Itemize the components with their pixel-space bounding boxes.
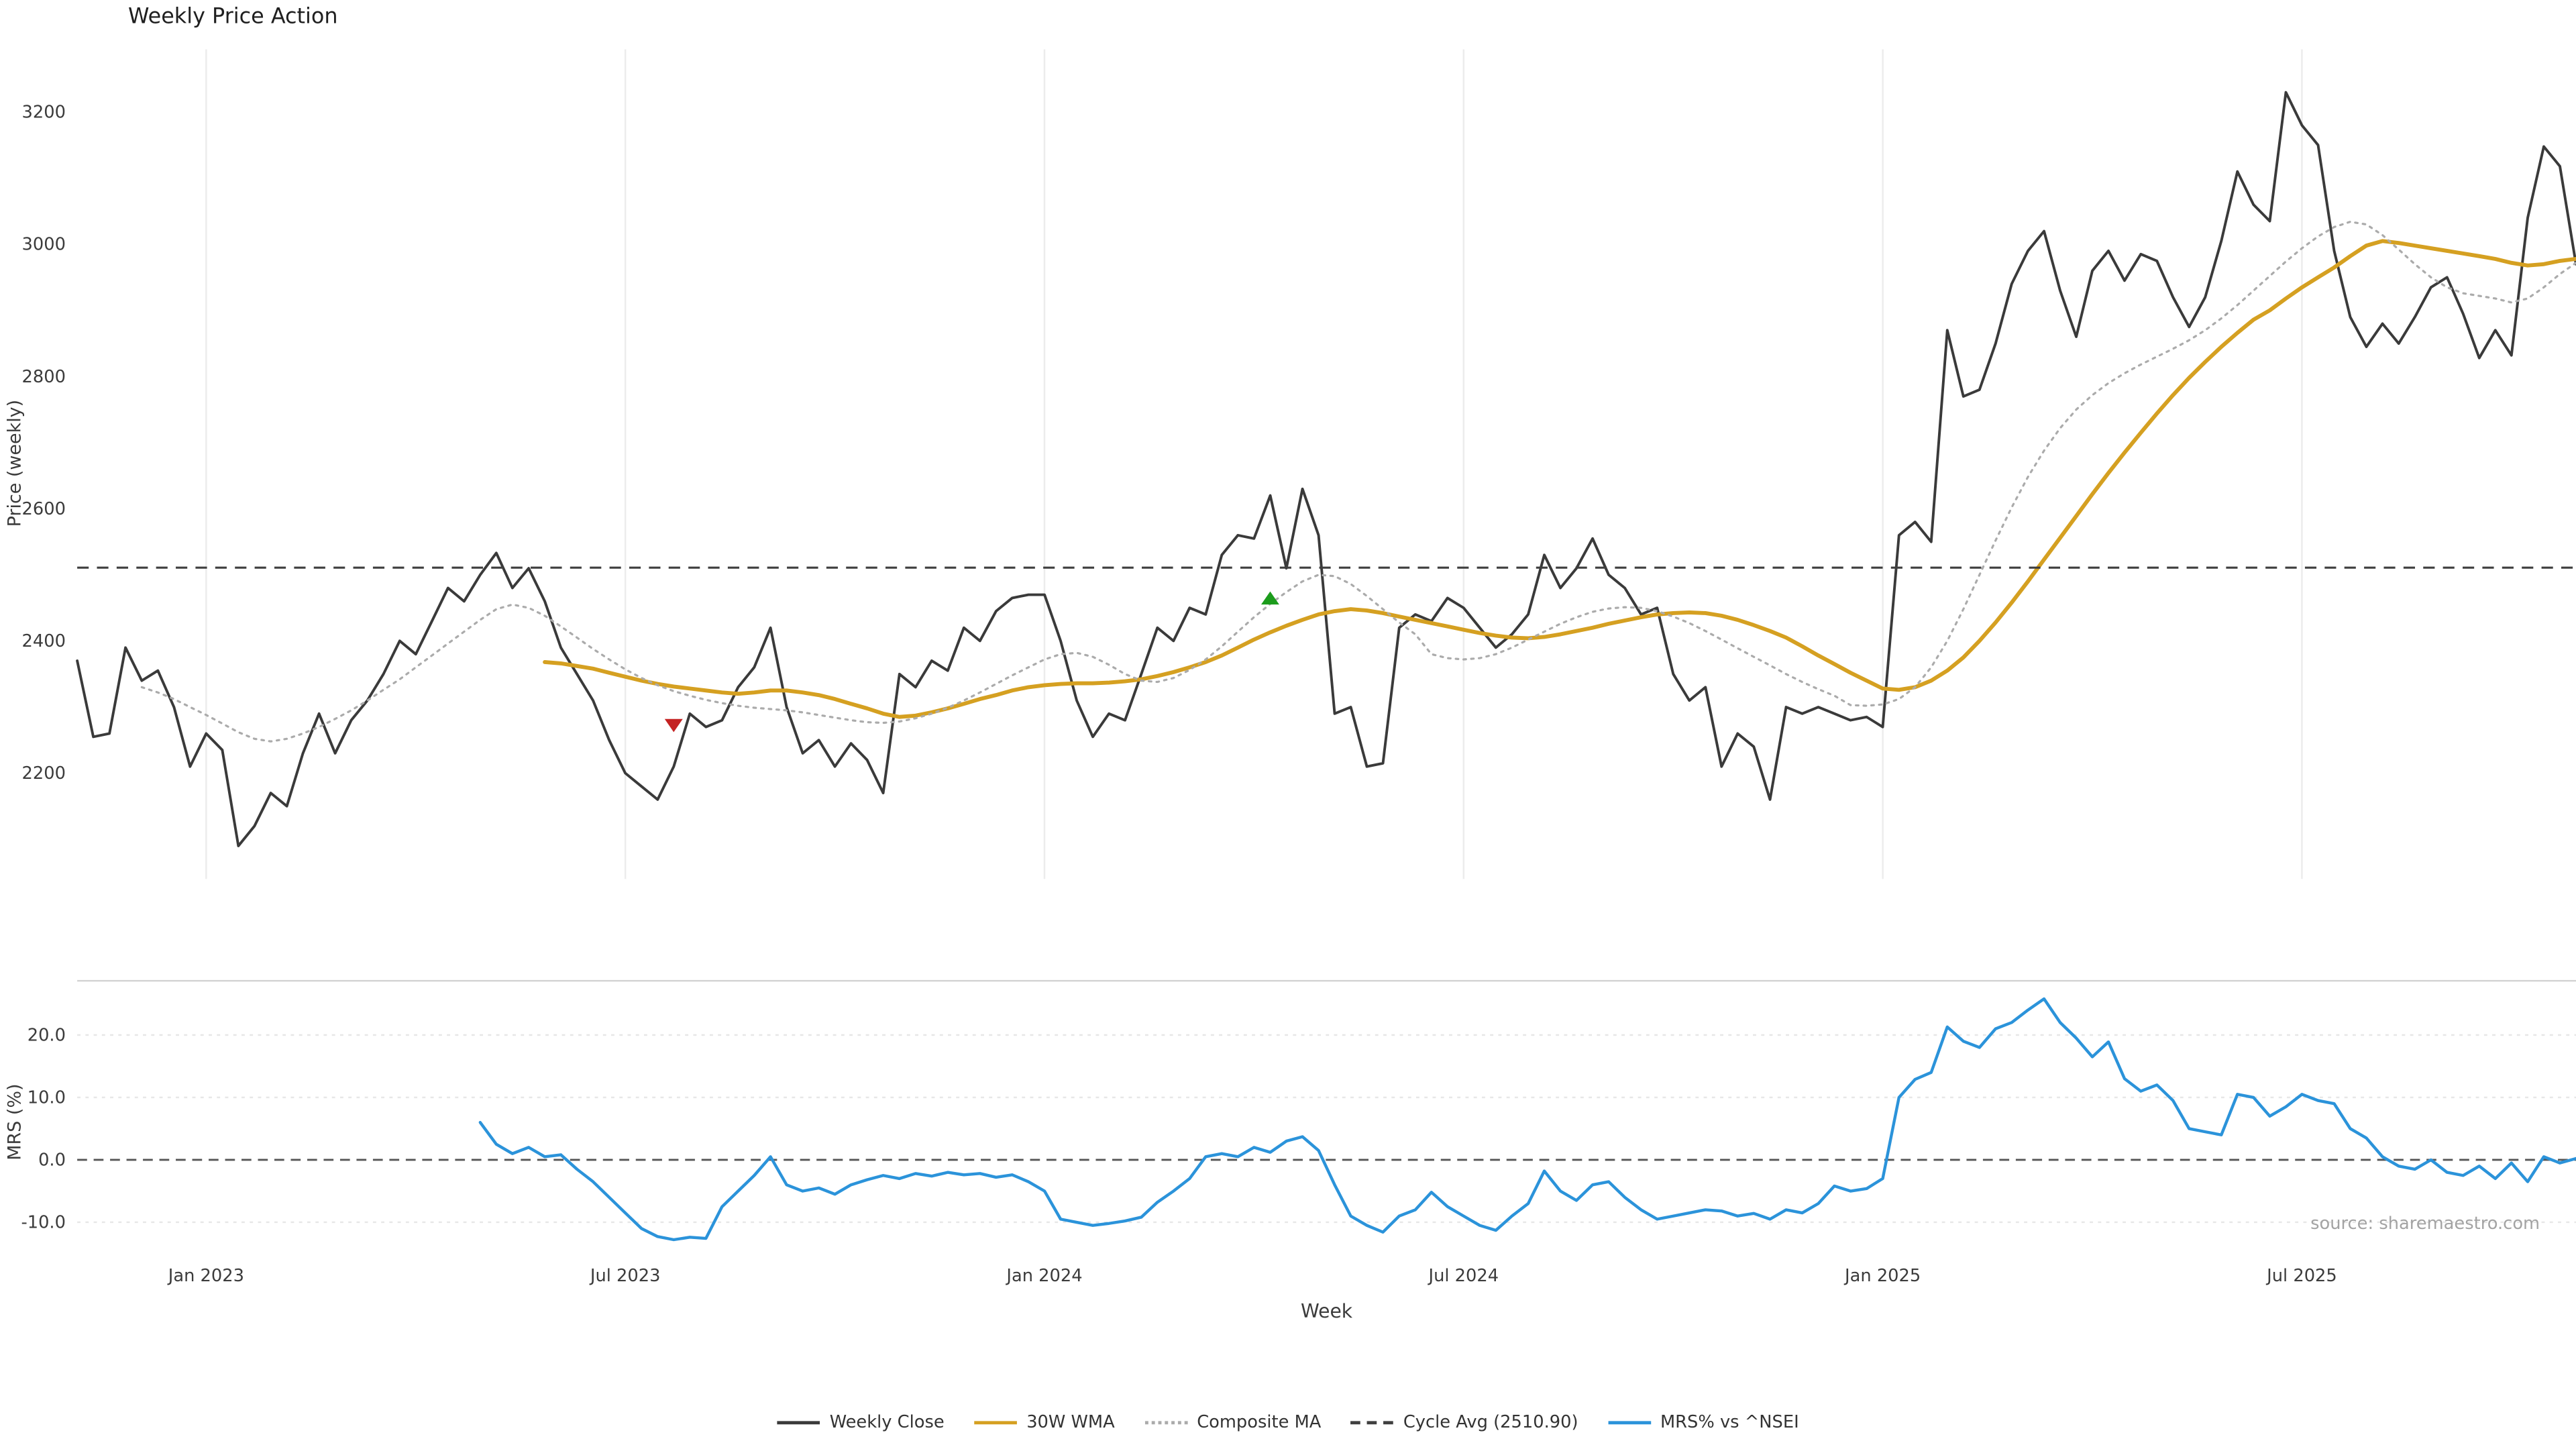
- price-mrs-plot: 2200 2400 2600 2800 3000 3200 -10.0 0.0 10.0 20.0…: [21, 49, 2576, 1286]
- legend-label: 30W WMA: [1026, 1413, 1115, 1433]
- price-tick-label: 2800: [22, 367, 66, 387]
- price-tick-label: 3200: [22, 103, 66, 123]
- legend-label: Weekly Close: [829, 1413, 945, 1433]
- mrs-tick-label: 10.0: [28, 1087, 66, 1108]
- legend-item-weekly-close: Weekly Close: [777, 1413, 945, 1433]
- legend-swatch: [1350, 1421, 1394, 1425]
- legend-item-mrs-vs-nsei: MRS% vs ^NSEI: [1607, 1413, 1799, 1433]
- legend-swatch: [1607, 1421, 1651, 1425]
- x-tick-label: Jan 2025: [1843, 1266, 1921, 1286]
- price-tick-label: 2400: [22, 631, 66, 651]
- x-tick-label: Jul 2023: [589, 1266, 661, 1286]
- legend-swatch: [973, 1421, 1017, 1425]
- price-tick-label: 2200: [22, 763, 66, 784]
- series-30w-wma: [543, 239, 2576, 719]
- x-axis-label: Week: [1300, 1299, 1353, 1323]
- price-axis-label: Price (weekly): [4, 399, 25, 527]
- legend-swatch: [1144, 1421, 1187, 1425]
- legend-item-30w-wma: 30W WMA: [973, 1413, 1115, 1433]
- mrs-tick-label: 20.0: [28, 1025, 66, 1045]
- legend-label: MRS% vs ^NSEI: [1660, 1413, 1799, 1433]
- series-composite-ma: [140, 221, 2576, 743]
- buy-signal-marker: [1260, 591, 1279, 605]
- mrs-axis-label: MRS (%): [4, 1083, 25, 1161]
- chart-title: Weekly Price Action: [128, 5, 338, 30]
- x-tick-label: Jul 2025: [2265, 1266, 2337, 1286]
- mrs-tick-label: 0.0: [38, 1150, 66, 1171]
- price-tick-label: 2600: [22, 499, 66, 519]
- source-credit: source: sharemaestro.com: [2310, 1214, 2540, 1234]
- x-tick-label: Jan 2024: [1005, 1266, 1082, 1286]
- legend-item-composite-ma: Composite MA: [1144, 1413, 1322, 1433]
- legend-label: Cycle Avg (2510.90): [1403, 1413, 1578, 1433]
- chart-legend: Weekly Close 30W WMA Composite MA Cycle Avg…: [0, 1413, 2576, 1433]
- series-mrs-vs-nsei: [478, 997, 2576, 1242]
- x-tick-label: Jan 2023: [167, 1266, 244, 1286]
- legend-label: Composite MA: [1197, 1413, 1322, 1433]
- legend-item-cycle-avg-2510-90-: Cycle Avg (2510.90): [1350, 1413, 1578, 1433]
- x-tick-label: Jul 2024: [1428, 1266, 1499, 1286]
- sell-signal-marker: [664, 718, 683, 733]
- series-weekly-close: [76, 91, 2576, 847]
- legend-swatch: [777, 1421, 820, 1425]
- mrs-tick-label: -10.0: [21, 1213, 66, 1233]
- price-tick-label: 3000: [22, 235, 66, 255]
